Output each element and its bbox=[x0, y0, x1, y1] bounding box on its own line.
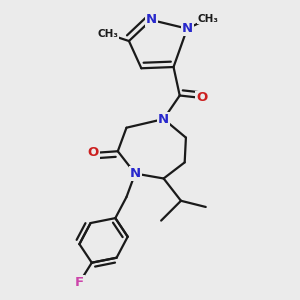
Text: N: N bbox=[158, 112, 169, 125]
Text: O: O bbox=[196, 92, 208, 104]
Text: CH₃: CH₃ bbox=[198, 14, 219, 24]
Text: N: N bbox=[130, 167, 141, 180]
Text: N: N bbox=[146, 14, 157, 26]
Text: N: N bbox=[182, 22, 193, 35]
Text: O: O bbox=[87, 146, 99, 160]
Text: F: F bbox=[75, 276, 84, 289]
Text: CH₃: CH₃ bbox=[98, 29, 118, 39]
